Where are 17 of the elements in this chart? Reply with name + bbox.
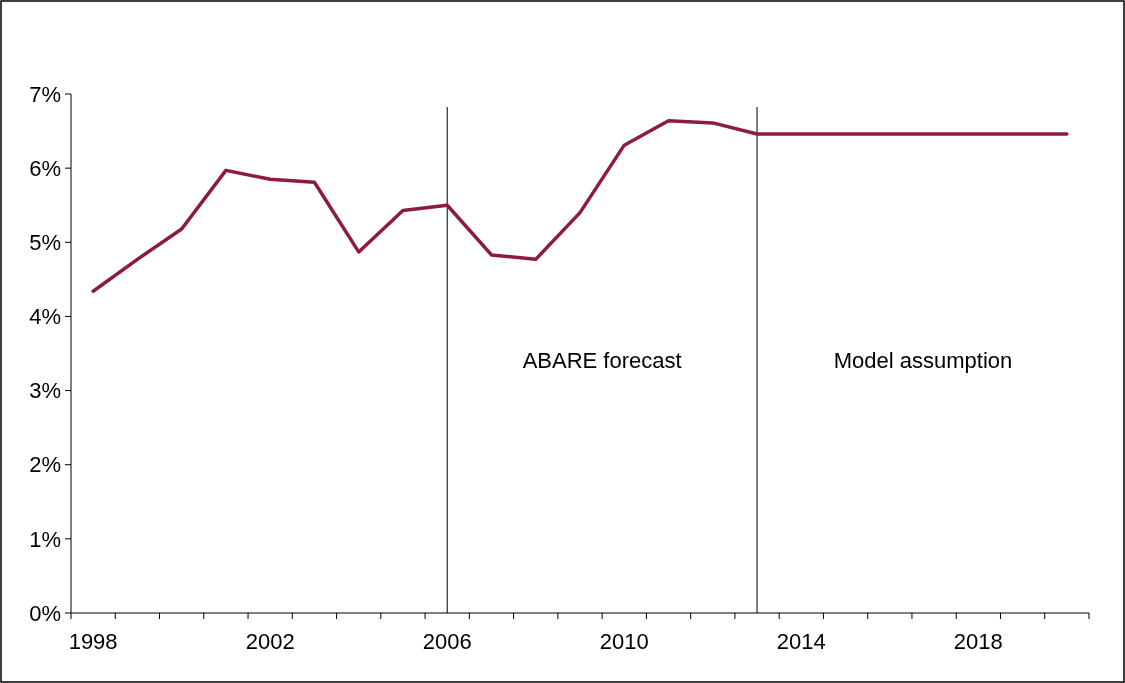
y-tick-label: 4% bbox=[29, 304, 61, 330]
annotation: ABARE forecast bbox=[522, 348, 682, 374]
x-tick-label: 2002 bbox=[245, 629, 295, 654]
y-tick-label: 1% bbox=[29, 526, 61, 552]
y-tick-label: 3% bbox=[29, 378, 61, 404]
y-tick-label: 5% bbox=[29, 229, 61, 255]
y-tick-label: 7% bbox=[29, 81, 61, 107]
x-tick-label: 2018 bbox=[953, 629, 1003, 654]
y-tick-label: 0% bbox=[29, 600, 61, 626]
y-tick-label: 6% bbox=[29, 155, 61, 181]
line-series bbox=[91, 118, 1069, 293]
x-tick-label: 2014 bbox=[776, 629, 826, 654]
x-tick-label: 2010 bbox=[599, 629, 649, 654]
annotation: Model assumption bbox=[833, 348, 1013, 374]
y-tick-label: 2% bbox=[29, 452, 61, 478]
x-tick-label: 1998 bbox=[68, 629, 118, 654]
x-tick-label: 2006 bbox=[422, 629, 472, 654]
